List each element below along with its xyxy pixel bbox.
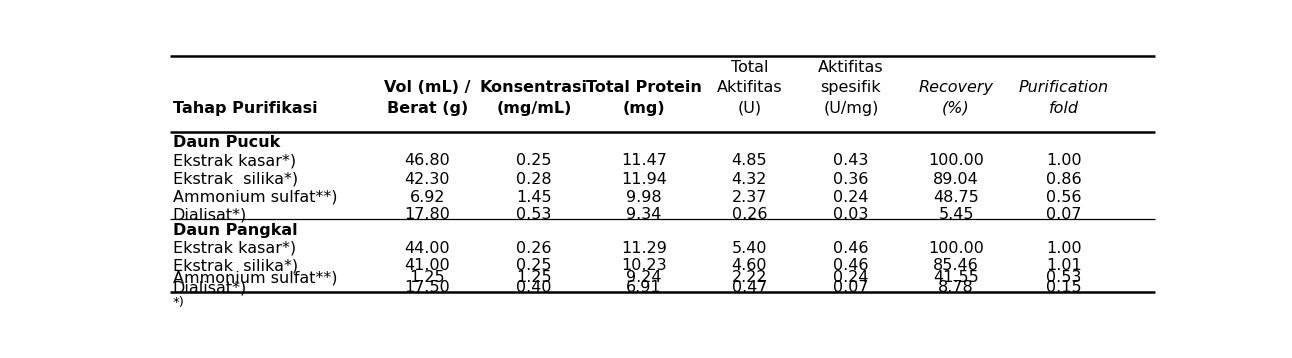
Text: 89.04: 89.04 (933, 171, 979, 187)
Text: 0.15: 0.15 (1045, 280, 1081, 295)
Text: 1.01: 1.01 (1045, 258, 1081, 273)
Text: 0.25: 0.25 (517, 154, 552, 169)
Text: Ekstrak kasar*): Ekstrak kasar*) (173, 241, 296, 256)
Text: Ammonium sulfat**): Ammonium sulfat**) (173, 190, 337, 205)
Text: 1.00: 1.00 (1045, 154, 1081, 169)
Text: (mg/mL): (mg/mL) (496, 101, 571, 116)
Text: Aktifitas: Aktifitas (818, 60, 884, 75)
Text: Daun Pangkal: Daun Pangkal (173, 223, 297, 238)
Text: 0.26: 0.26 (731, 208, 767, 222)
Text: 4.85: 4.85 (731, 154, 767, 169)
Text: 2.37: 2.37 (731, 190, 767, 205)
Text: (%): (%) (942, 101, 970, 116)
Text: 42.30: 42.30 (404, 171, 450, 187)
Text: 1.00: 1.00 (1045, 241, 1081, 256)
Text: (U): (U) (738, 101, 761, 116)
Text: 46.80: 46.80 (404, 154, 450, 169)
Text: 100.00: 100.00 (928, 154, 985, 169)
Text: 4.60: 4.60 (731, 258, 767, 273)
Text: 5.45: 5.45 (938, 208, 974, 222)
Text: Ekstrak  silika*): Ekstrak silika*) (173, 171, 297, 187)
Text: Total Protein: Total Protein (587, 79, 702, 95)
Text: Aktifitas: Aktifitas (717, 79, 782, 95)
Text: 0.36: 0.36 (833, 171, 868, 187)
Text: 17.50: 17.50 (404, 280, 450, 295)
Text: 48.75: 48.75 (933, 190, 979, 205)
Text: 0.56: 0.56 (1047, 190, 1081, 205)
Text: (U/mg): (U/mg) (823, 101, 879, 116)
Text: 0.43: 0.43 (833, 154, 868, 169)
Text: 11.94: 11.94 (621, 171, 667, 187)
Text: Ekstrak kasar*): Ekstrak kasar*) (173, 154, 296, 169)
Text: 41.55: 41.55 (933, 270, 979, 285)
Text: 0.86: 0.86 (1045, 171, 1081, 187)
Text: Ekstrak  silika*): Ekstrak silika*) (173, 258, 297, 273)
Text: (mg): (mg) (623, 101, 665, 116)
Text: Tahap Purifikasi: Tahap Purifikasi (173, 101, 317, 116)
Text: 9.24: 9.24 (627, 270, 662, 285)
Text: Dialisat*): Dialisat*) (173, 208, 247, 222)
Text: 10.23: 10.23 (621, 258, 667, 273)
Text: 85.46: 85.46 (933, 258, 979, 273)
Text: 6.92: 6.92 (410, 190, 446, 205)
Text: 0.40: 0.40 (517, 280, 552, 295)
Text: 0.03: 0.03 (833, 208, 868, 222)
Text: 11.47: 11.47 (621, 154, 667, 169)
Text: Dialisat*): Dialisat*) (173, 280, 247, 295)
Text: 0.53: 0.53 (1047, 270, 1081, 285)
Text: Vol (mL) /: Vol (mL) / (384, 79, 470, 95)
Text: 4.32: 4.32 (731, 171, 767, 187)
Text: Konsentrasi: Konsentrasi (481, 79, 588, 95)
Text: 1.25: 1.25 (517, 270, 552, 285)
Text: 0.25: 0.25 (517, 258, 552, 273)
Text: 11.29: 11.29 (621, 241, 667, 256)
Text: 0.53: 0.53 (517, 208, 552, 222)
Text: 9.98: 9.98 (627, 190, 662, 205)
Text: Purification: Purification (1018, 79, 1109, 95)
Text: Total: Total (730, 60, 767, 75)
Text: 1.45: 1.45 (517, 190, 552, 205)
Text: 1.25: 1.25 (410, 270, 446, 285)
Text: 0.46: 0.46 (833, 258, 868, 273)
Text: 0.24: 0.24 (833, 190, 868, 205)
Text: Daun Pucuk: Daun Pucuk (173, 135, 280, 150)
Text: 100.00: 100.00 (928, 241, 985, 256)
Text: 0.07: 0.07 (833, 280, 868, 295)
Text: spesifik: spesifik (820, 79, 881, 95)
Text: 6.91: 6.91 (627, 280, 662, 295)
Text: fold: fold (1049, 101, 1079, 116)
Text: Berat (g): Berat (g) (386, 101, 468, 116)
Text: 0.28: 0.28 (517, 171, 552, 187)
Text: 17.80: 17.80 (404, 208, 451, 222)
Text: 8.78: 8.78 (938, 280, 974, 295)
Text: *): *) (173, 296, 185, 309)
Text: 5.40: 5.40 (731, 241, 767, 256)
Text: 9.34: 9.34 (627, 208, 662, 222)
Text: 0.24: 0.24 (833, 270, 868, 285)
Text: 2.22: 2.22 (731, 270, 767, 285)
Text: 0.46: 0.46 (833, 241, 868, 256)
Text: 41.00: 41.00 (404, 258, 450, 273)
Text: 0.26: 0.26 (517, 241, 552, 256)
Text: 44.00: 44.00 (404, 241, 450, 256)
Text: 0.07: 0.07 (1047, 208, 1081, 222)
Text: Ammonium sulfat**): Ammonium sulfat**) (173, 270, 337, 285)
Text: 0.47: 0.47 (731, 280, 767, 295)
Text: Recovery: Recovery (919, 79, 994, 95)
